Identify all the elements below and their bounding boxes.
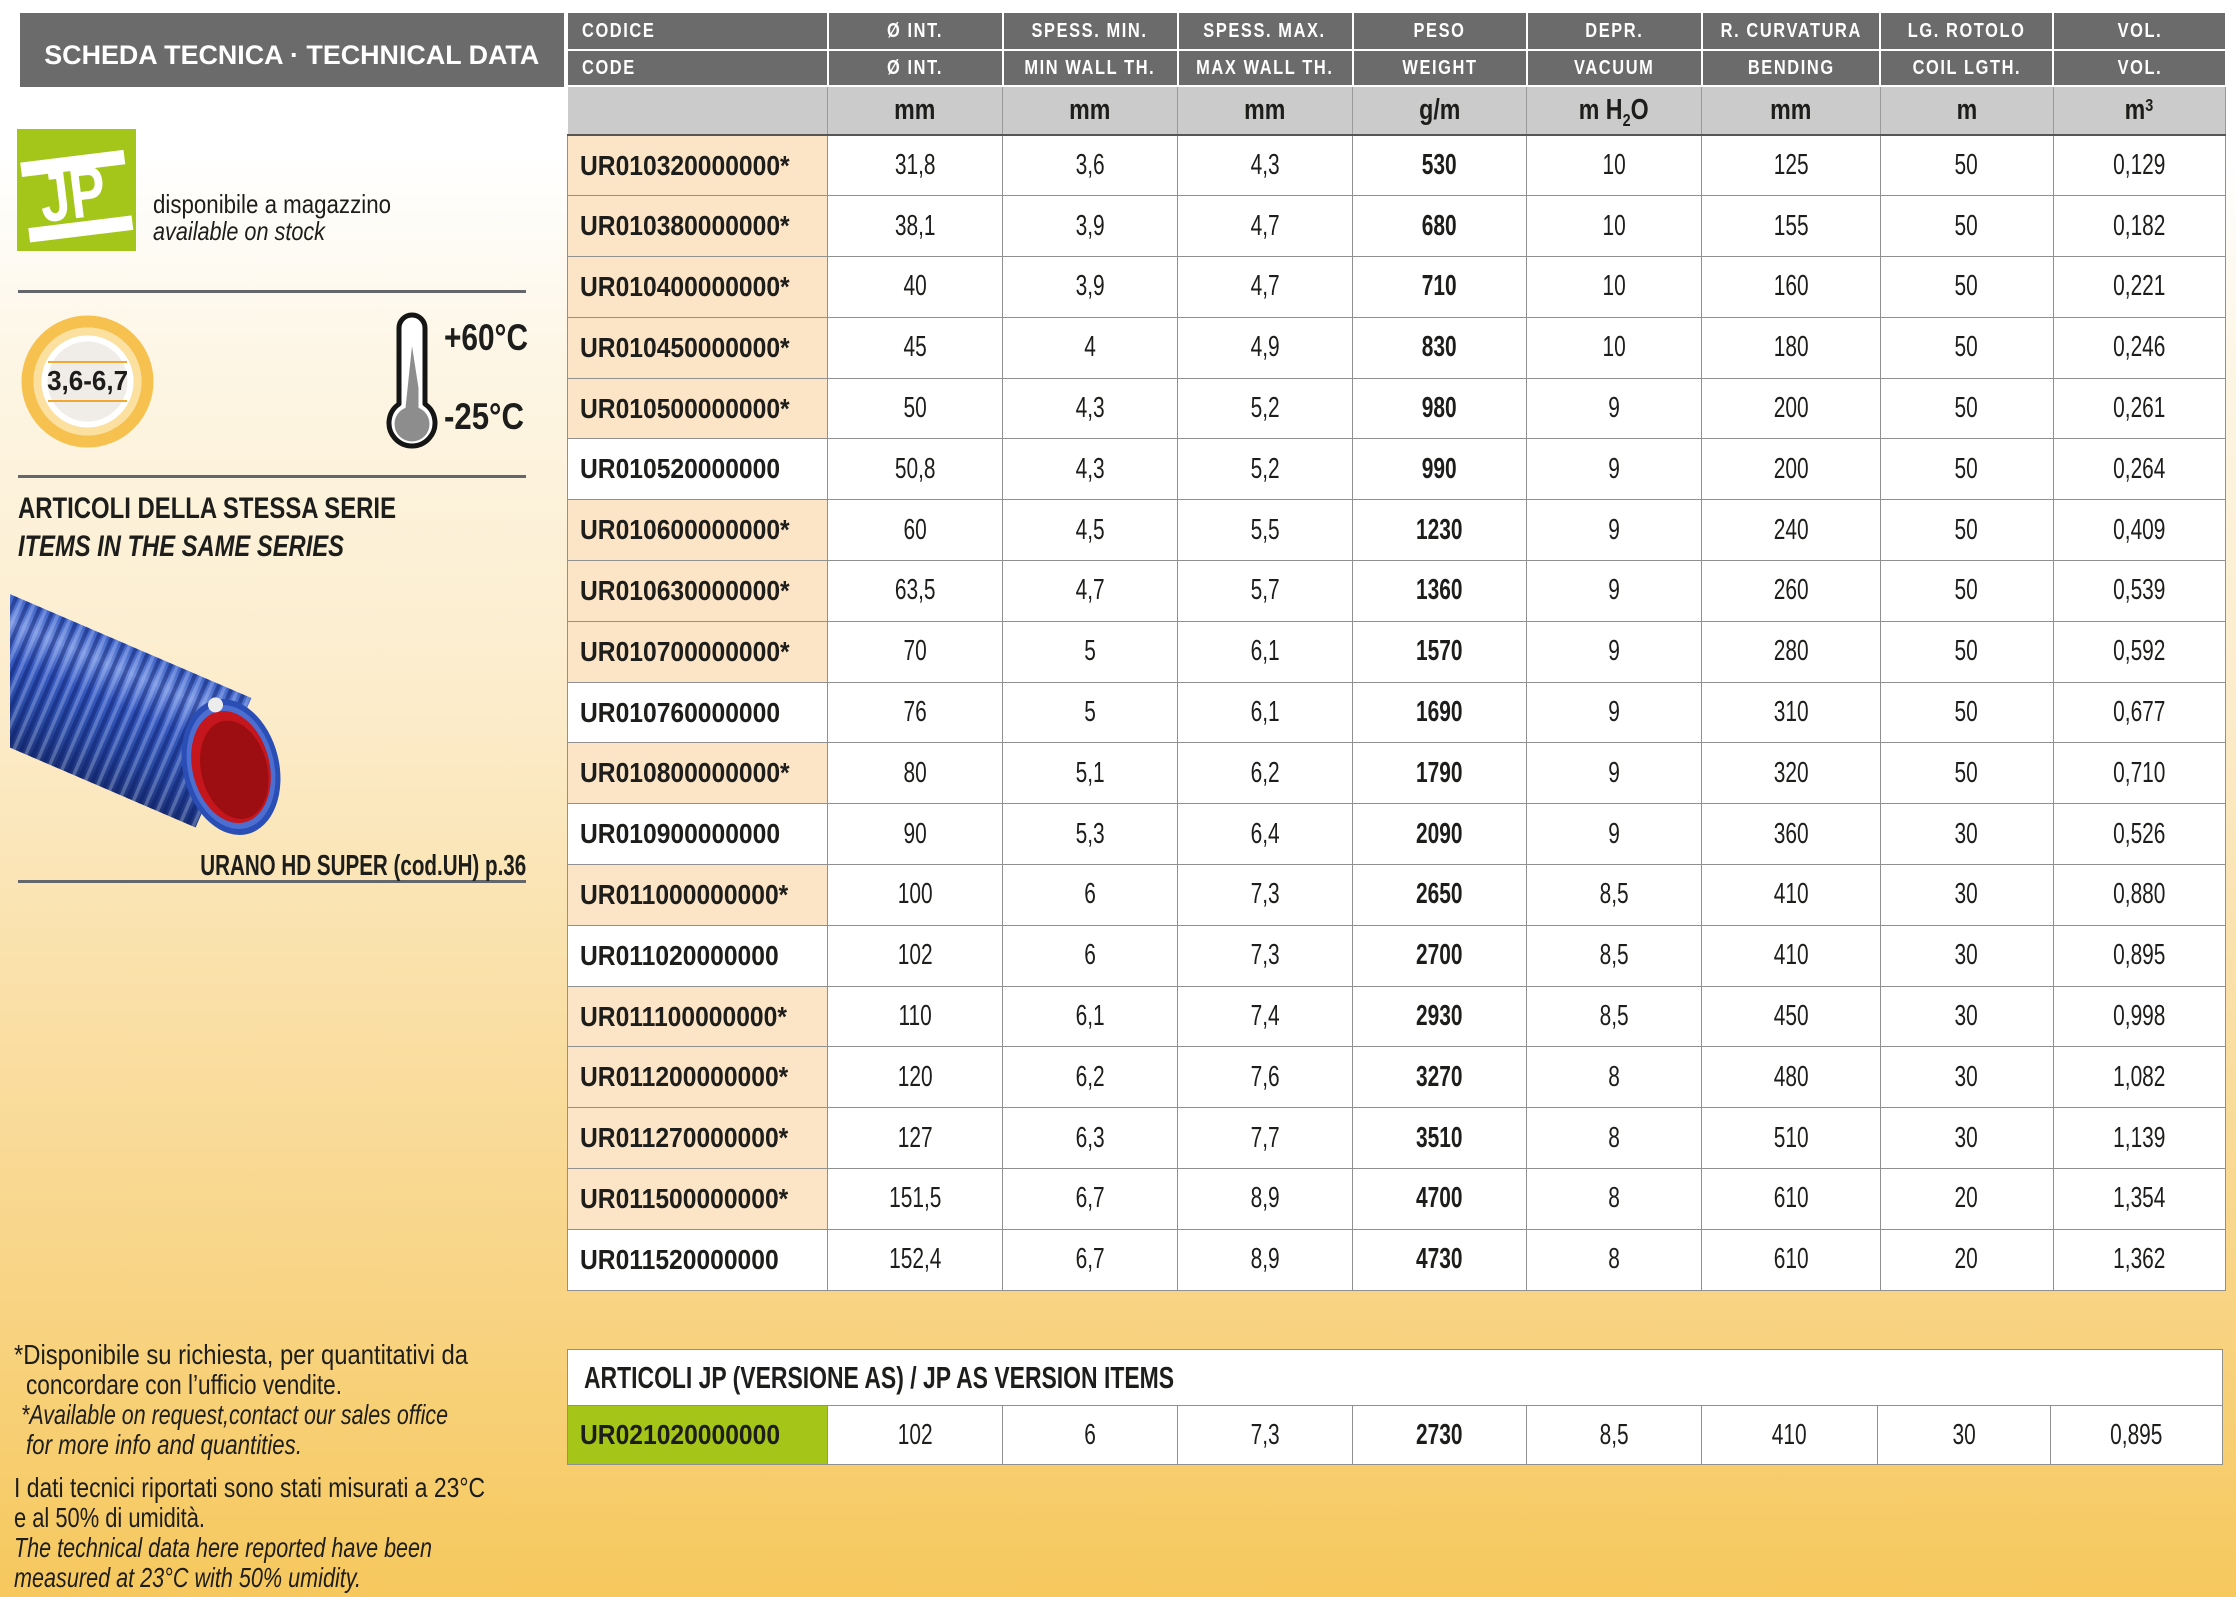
svg-text:JP: JP (35, 151, 110, 238)
